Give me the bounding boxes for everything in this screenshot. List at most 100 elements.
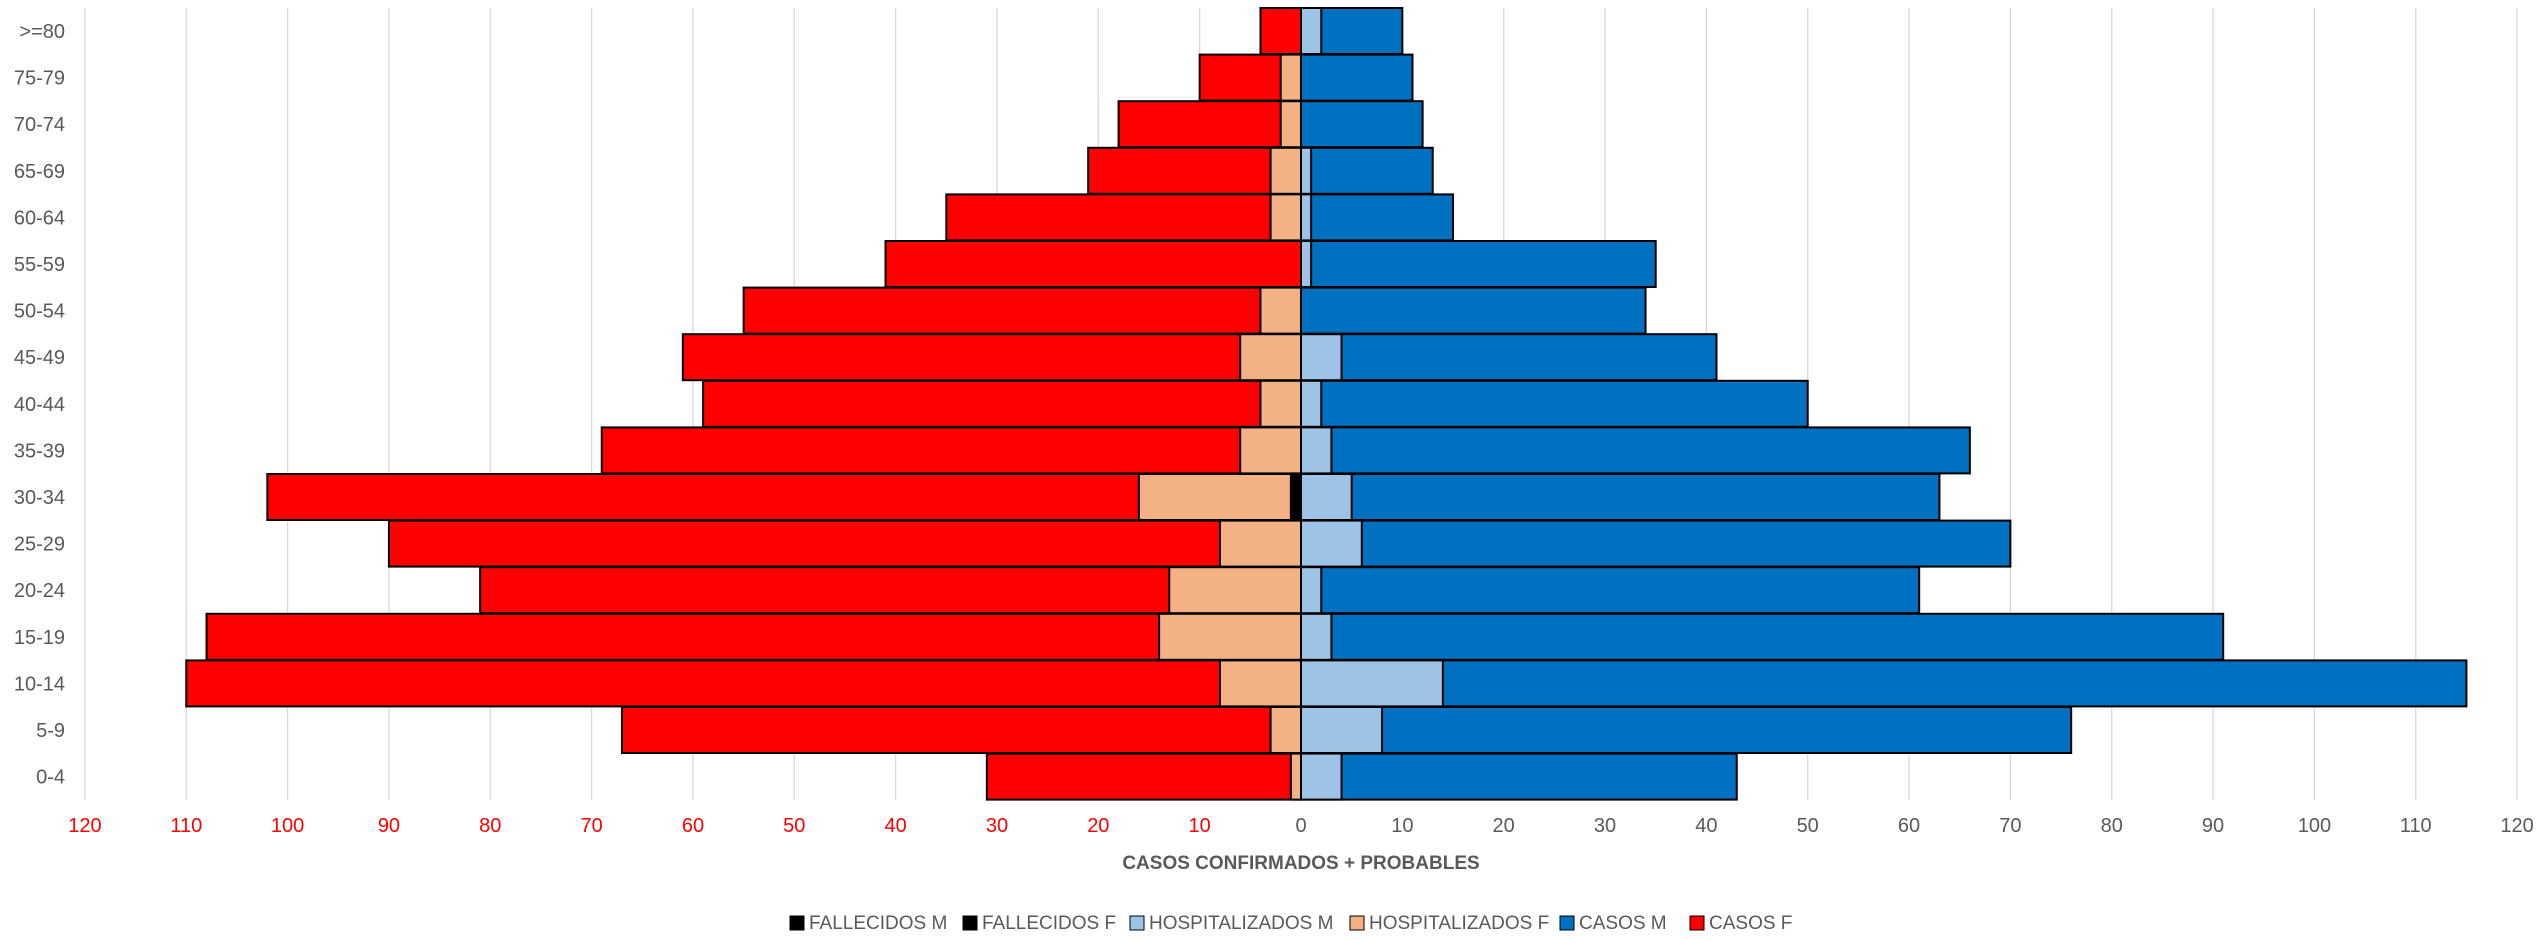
x-tick-label: 80 (479, 815, 501, 837)
bar-hospitalizados-f-30-34 (1137, 473, 1302, 521)
bar-casos-f-70-74 (1117, 100, 1303, 149)
x-tick-label: 100 (2298, 815, 2331, 837)
x-tick-label: 40 (1695, 815, 1717, 837)
bar-hospitalizados-m-35-39 (1300, 426, 1333, 475)
bar-casos-f-15-19 (205, 612, 1303, 661)
bar-hospitalizados-m-10-14 (1300, 659, 1444, 708)
x-tick-label: 110 (170, 815, 202, 837)
bar-casos-m-10-14 (1300, 659, 2468, 708)
bar-hospitalizados-f-20-24 (1168, 566, 1303, 615)
bar-casos-m-15-19 (1300, 612, 2225, 661)
x-tick-label: 10 (1391, 815, 1413, 837)
bar-hospitalizados-m-15-19 (1300, 612, 1333, 661)
bar-hospitalizados-f-50-54 (1259, 286, 1302, 335)
legend-swatch (1689, 915, 1705, 931)
bar-hospitalizados-f-15-19 (1158, 612, 1303, 661)
y-tick-label: 65-69 (14, 161, 65, 183)
legend-label: HOSPITALIZADOS F (1369, 913, 1549, 934)
bar-hospitalizados-m-65-69 (1300, 146, 1313, 195)
x-tick-label: 100 (271, 815, 304, 837)
bar-casos-f-65-69 (1087, 146, 1303, 195)
x-axis-title: CASOS CONFIRMADOS + PROBABLES (1122, 853, 1479, 874)
y-tick-label: 10-14 (14, 673, 65, 695)
legend-item-hospitalizados-f: HOSPITALIZADOS F (1349, 913, 1549, 934)
legend-label: FALLECIDOS M (809, 913, 947, 934)
y-tick-label: 60-64 (14, 207, 65, 229)
x-tick-label: 20 (1087, 815, 1109, 837)
bar-casos-m-0-4 (1300, 752, 1738, 801)
legend-item-hospitalizados-m: HOSPITALIZADOS M (1129, 913, 1333, 934)
bar-casos-m-70-74 (1300, 100, 1424, 149)
y-axis-labels: >=80 75-79 70-74 65-69 60-64 55-59 50-54 45-49 4… (14, 21, 65, 789)
bar-casos-m-60-64 (1300, 193, 1455, 242)
bar-casos-m-25-29 (1300, 519, 2012, 568)
x-tick-label: 90 (2202, 815, 2224, 837)
legend-swatch (962, 915, 978, 931)
bar-casos-f-20-24 (479, 566, 1302, 615)
bar-casos-f-55-59 (884, 240, 1302, 288)
bar-casos-f-45-49 (681, 333, 1302, 382)
y-tick-label: 75-79 (14, 68, 65, 90)
y-tick-label: 40-44 (14, 394, 65, 416)
x-tick-label: 50 (783, 815, 805, 837)
x-tick-label: 30 (1594, 815, 1616, 837)
bar-hospitalizados-f-40-44 (1259, 379, 1302, 428)
legend-item-fallecidos-m: FALLECIDOS M (789, 913, 947, 934)
x-tick-label: 60 (682, 815, 704, 837)
bar-hospitalizados-f-5-9 (1269, 706, 1303, 754)
bar-hospitalizados-m-55-59 (1300, 240, 1313, 288)
x-axis-tick-labels: 120 110 100 90 80 70 60 50 40 30 20 10 0 10 20 30 40 50 60… (68, 815, 2534, 837)
y-tick-label: 20-24 (14, 580, 65, 602)
legend-label: CASOS M (1579, 913, 1667, 934)
x-tick-label: 0 (1295, 815, 1306, 837)
bar-casos-f-25-29 (387, 519, 1302, 568)
legend-label: CASOS F (1709, 913, 1792, 934)
x-tick-label: 110 (2400, 815, 2432, 837)
bar-hospitalizados-f-65-69 (1269, 146, 1303, 195)
x-tick-label: 80 (2101, 815, 2123, 837)
bar-casos-m-5-9 (1300, 706, 2073, 754)
bar-casos-m-35-39 (1300, 426, 1971, 475)
y-tick-label: 15-19 (14, 627, 65, 649)
x-tick-label: 40 (885, 815, 907, 837)
legend-item-casos-m: CASOS M (1559, 913, 1667, 934)
bar-fallecidos-f-30-34 (1289, 473, 1302, 521)
bar-casos-f--80 (1259, 7, 1302, 55)
bar-hospitalizados-m--80 (1300, 7, 1323, 55)
legend-item-fallecidos-f: FALLECIDOS F (962, 913, 1116, 934)
y-tick-label: 50-54 (14, 301, 65, 323)
x-tick-label: 120 (2500, 815, 2533, 837)
bar-casos-m-55-59 (1300, 240, 1657, 288)
bar-hospitalizados-f-75-79 (1279, 53, 1303, 102)
bar-casos-f-0-4 (985, 752, 1302, 801)
bar-casos-m-20-24 (1300, 566, 1921, 615)
y-tick-label: 70-74 (14, 114, 65, 136)
bar-hospitalizados-m-20-24 (1300, 566, 1323, 615)
bar-hospitalizados-m-0-4 (1300, 752, 1343, 801)
y-tick-label: 0-4 (36, 767, 65, 789)
bar-hospitalizados-m-5-9 (1300, 706, 1384, 754)
x-tick-label: 120 (68, 815, 101, 837)
x-tick-label: 20 (1493, 815, 1515, 837)
legend-label: HOSPITALIZADOS M (1149, 913, 1333, 934)
bar-hospitalizados-f-70-74 (1279, 100, 1303, 149)
y-tick-label: 45-49 (14, 347, 65, 369)
bar-casos-m-30-34 (1300, 473, 1941, 521)
y-tick-label: 55-59 (14, 254, 65, 276)
legend-item-casos-f: CASOS F (1689, 913, 1792, 934)
bars (185, 7, 2468, 801)
bar-hospitalizados-f-35-39 (1239, 426, 1303, 475)
y-tick-label: >=80 (19, 21, 65, 43)
bar-hospitalizados-f-10-14 (1218, 659, 1302, 708)
legend-swatch (1349, 915, 1365, 931)
x-tick-label: 10 (1189, 815, 1211, 837)
legend-swatch (1129, 915, 1145, 931)
legend: FALLECIDOS M FALLECIDOS F HOSPITALIZADOS M… (789, 913, 1792, 934)
bar-hospitalizados-f-25-29 (1218, 519, 1302, 568)
bar-casos-m-65-69 (1300, 146, 1434, 195)
x-tick-label: 30 (986, 815, 1008, 837)
y-tick-label: 35-39 (14, 440, 65, 462)
bar-casos-f-35-39 (600, 426, 1302, 475)
